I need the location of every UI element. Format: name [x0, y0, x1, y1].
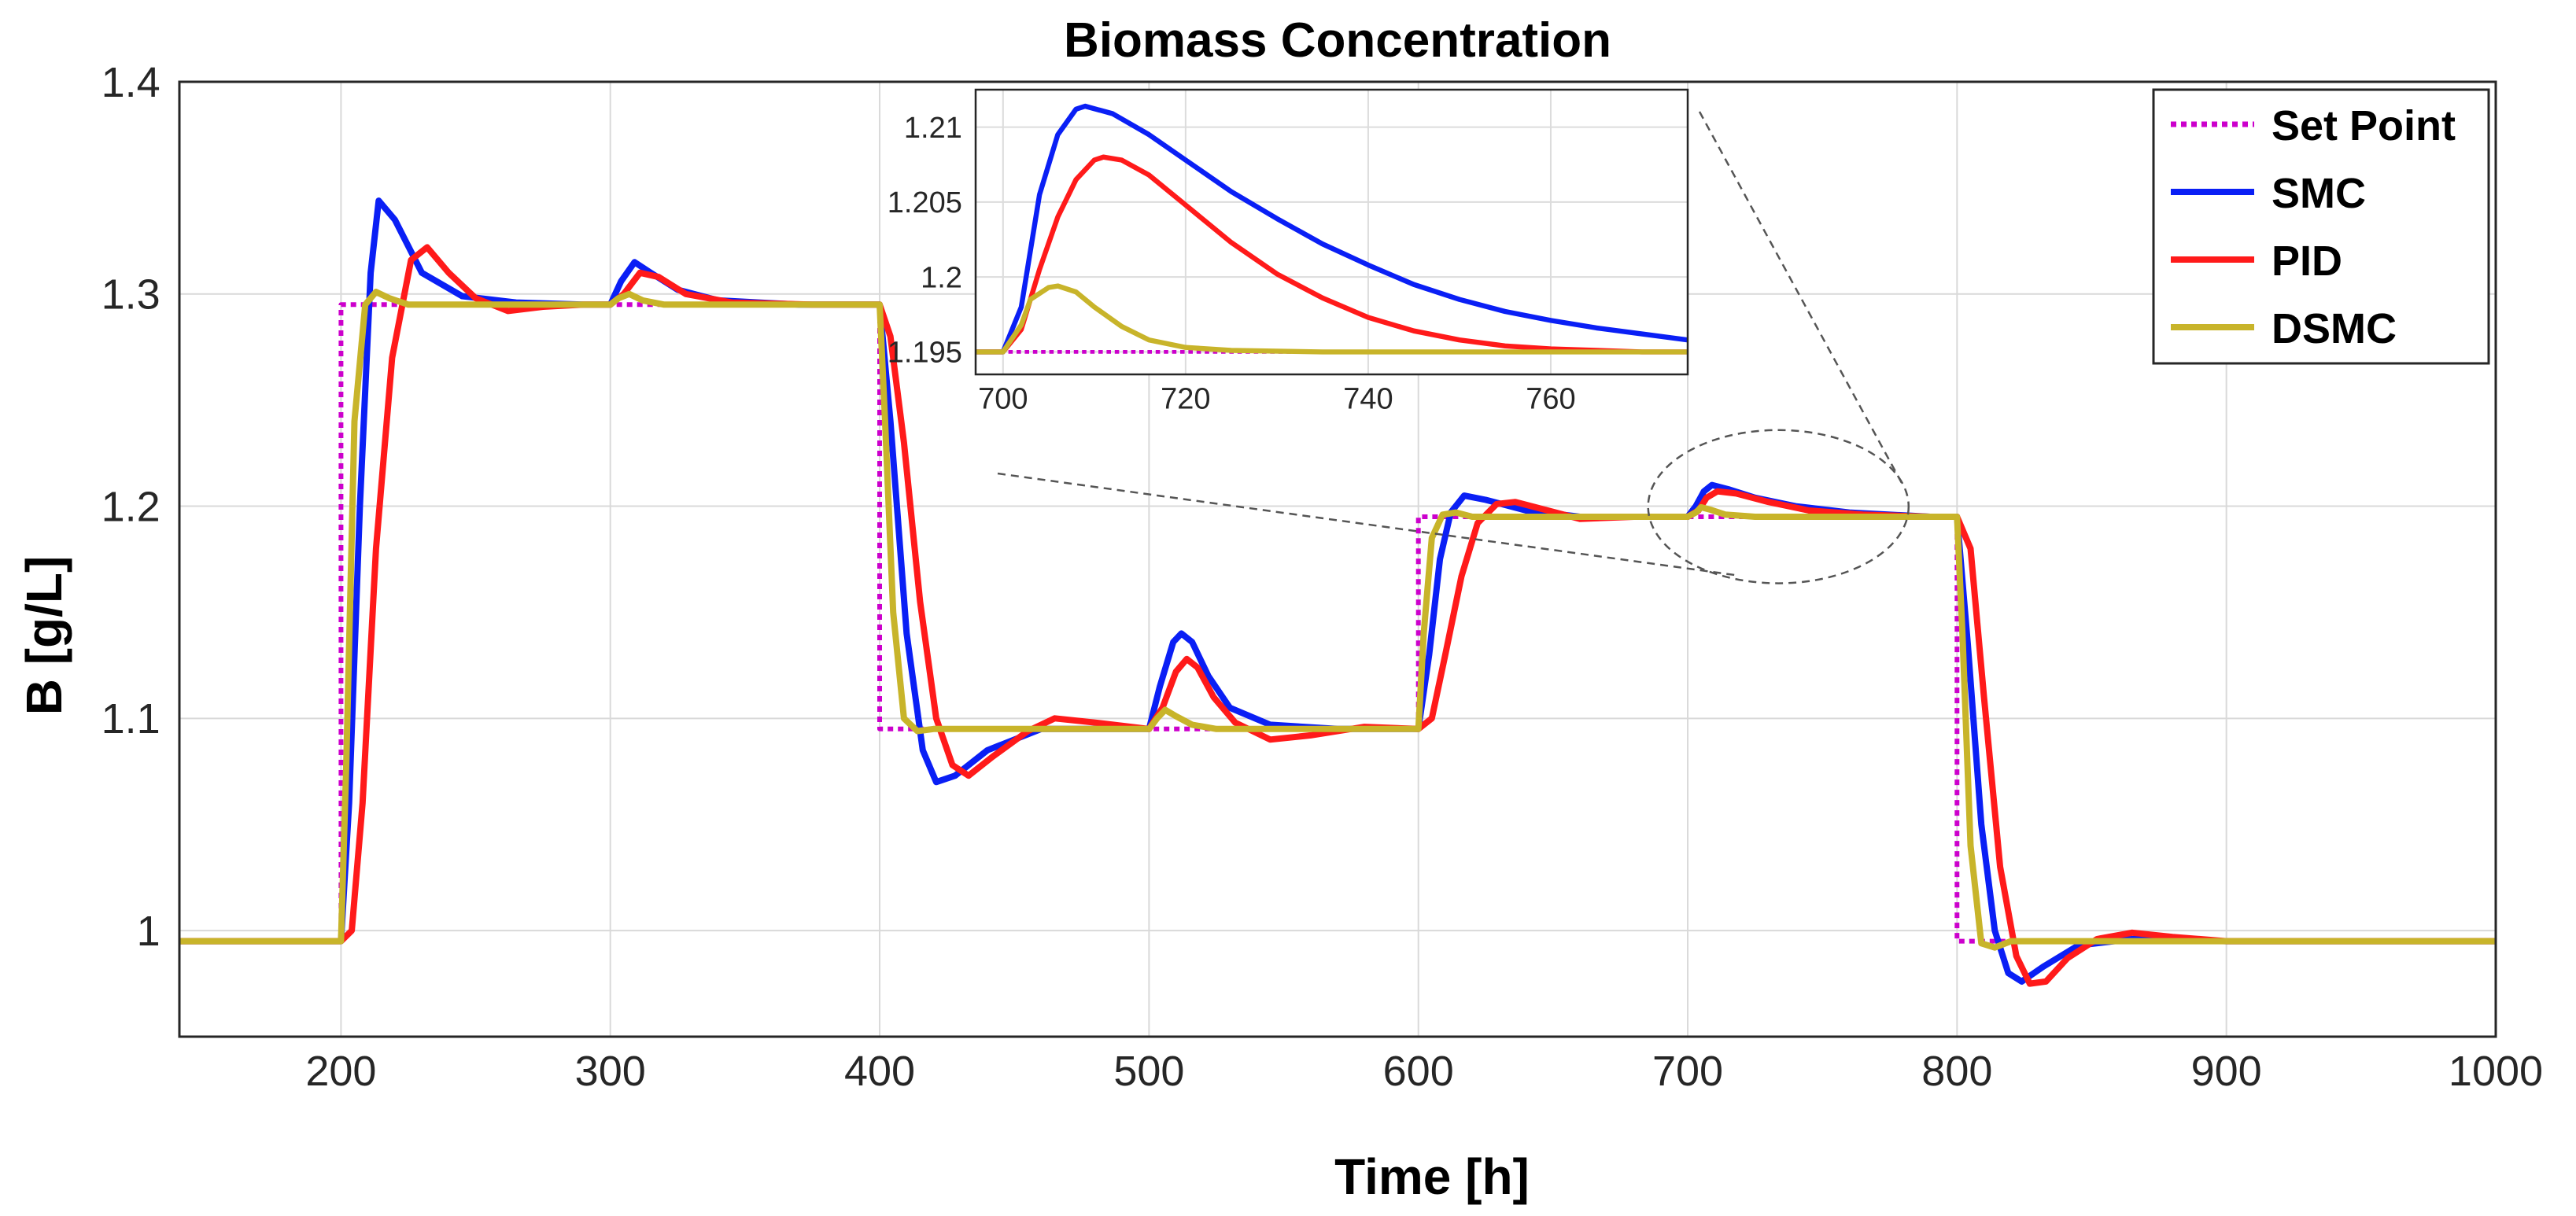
- zoom-connector-upper: [1698, 111, 1903, 485]
- main-x-tick-label: 200: [305, 1048, 376, 1095]
- chart-title: Biomass Concentration: [1064, 13, 1611, 68]
- inset-x-tick-label: 700: [978, 383, 1028, 416]
- legend-box: [2152, 88, 2490, 365]
- main-x-tick-label: 1000: [2449, 1048, 2543, 1095]
- main-x-tick-label: 800: [1921, 1048, 1992, 1095]
- main-x-tick-label: 900: [2191, 1048, 2262, 1095]
- main-y-tick-label: 1.2: [101, 483, 161, 530]
- inset-frame: [974, 88, 1689, 376]
- legend-label-set-point: Set Point: [2272, 102, 2456, 149]
- inset-series-pid: [976, 154, 1688, 355]
- legend-label-smc: SMC: [2272, 170, 2366, 217]
- main-x-tick-label: 500: [1113, 1048, 1184, 1095]
- inset-y-tick-label: 1.205: [888, 186, 962, 219]
- inset-x-tick-label: 720: [1161, 383, 1210, 416]
- inset-y-tick-label: 1.195: [888, 337, 962, 370]
- legend: Set Point SMC PID DSMC: [2152, 88, 2490, 365]
- inset-background: [976, 90, 1688, 374]
- main-y-tick-label: 1.1: [101, 695, 161, 742]
- x-axis-label: Time [h]: [1334, 1148, 1530, 1205]
- main-series-set-point: [179, 302, 2496, 944]
- main-y-tick-label: 1: [137, 908, 161, 955]
- main-x-tick-label: 600: [1383, 1048, 1454, 1095]
- main-x-tick-label: 300: [575, 1048, 646, 1095]
- main-y-tick-label: 1.3: [101, 271, 161, 319]
- y-axis-label: B [g/L]: [16, 556, 72, 716]
- main-frame: [178, 80, 2497, 1038]
- inset-y-tick-label: 1.2: [921, 261, 962, 294]
- main-x-tick-label: 700: [1652, 1048, 1723, 1095]
- legend-label-dsmc: DSMC: [2272, 305, 2397, 352]
- main-x-tick-label: 400: [844, 1048, 915, 1095]
- inset-x-tick-label: 760: [1526, 383, 1575, 416]
- main-y-tick-label: 1.4: [101, 59, 161, 106]
- inset-y-tick-label: 1.21: [904, 112, 962, 145]
- inset-series-dsmc: [976, 283, 1688, 355]
- zoom-ellipse: [1647, 429, 1910, 584]
- legend-label-pid: PID: [2272, 238, 2342, 285]
- inset-series-smc: [976, 103, 1688, 355]
- inset-x-tick-label: 740: [1343, 383, 1393, 416]
- zoom-connector-lower: [997, 472, 1740, 577]
- zoom-indicator: [997, 111, 1910, 584]
- main-series-dsmc: [179, 289, 2496, 951]
- inset-plot-area: 700 720 740 760 1.195 1.2 1.205 1.21: [888, 88, 1689, 416]
